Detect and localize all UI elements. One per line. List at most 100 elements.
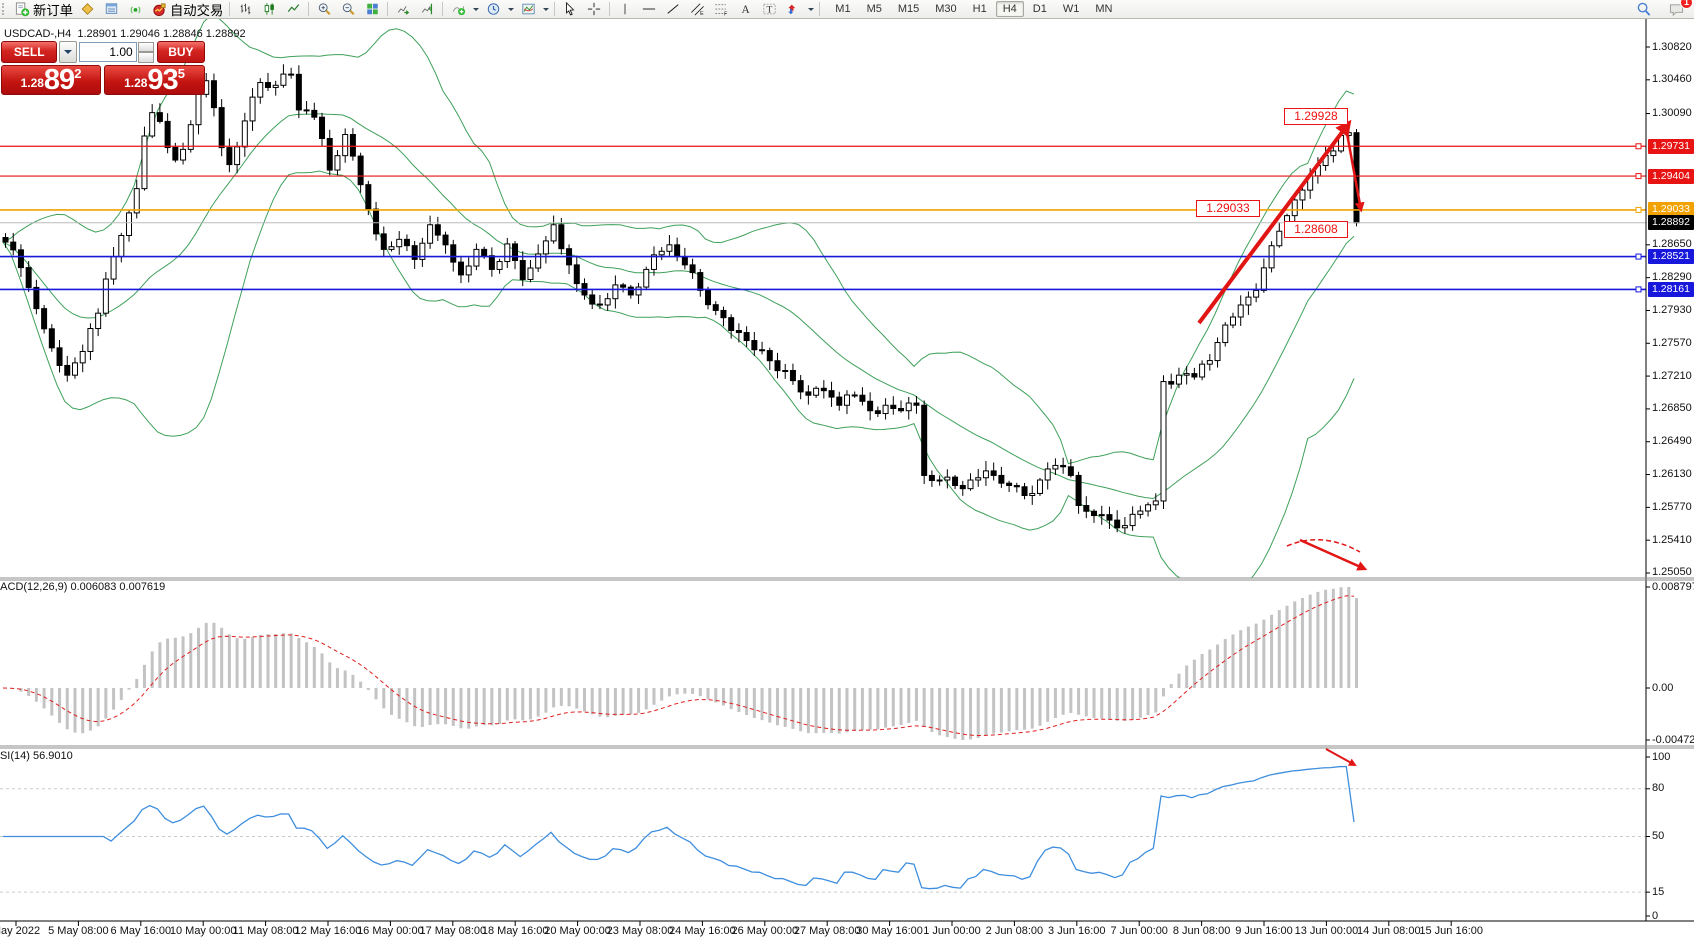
time-axis-label: 16 May 00:00 (357, 925, 424, 937)
timeframe-button-m15[interactable]: M15 (897, 3, 920, 15)
time-axis-label: 18 May 16:00 (481, 925, 549, 937)
signals-icon[interactable] (124, 0, 148, 18)
add-indicator-icon[interactable] (446, 0, 470, 18)
channel-tool-icon[interactable]: E (685, 0, 709, 18)
market-watch-icon[interactable] (100, 0, 124, 18)
arrows-dropdown-icon[interactable] (805, 1, 816, 17)
fibonacci-tool-icon[interactable]: F (709, 0, 733, 18)
candlestick-chart-type-icon[interactable] (257, 0, 281, 18)
volume-down-icon[interactable] (137, 52, 154, 63)
buy-price-prefix: 1.28 (124, 76, 148, 90)
price-line-box: 1.28521 (1648, 249, 1694, 265)
price-annotation-box[interactable]: 1.29033 (1196, 200, 1260, 217)
price-line-box: 1.28161 (1648, 281, 1694, 297)
dashed-arc-annotation[interactable] (1286, 539, 1361, 553)
zoom-in-icon[interactable] (312, 0, 336, 18)
buy-button[interactable]: BUY (156, 41, 205, 63)
price-line-box: 1.29731 (1648, 138, 1694, 154)
price-annotation-box[interactable]: 1.29928 (1284, 108, 1348, 125)
text-tool-icon[interactable]: A (733, 0, 757, 18)
period-clock-icon[interactable] (481, 0, 505, 18)
macd-panel[interactable] (2, 587, 1358, 740)
time-axis-label: 9 Jun 16:00 (1235, 925, 1293, 937)
new-order-button[interactable]: 新订单 (11, 1, 76, 18)
svg-text:F: F (724, 12, 727, 16)
price-tick-label: 1.30090 (1652, 107, 1692, 120)
autotrading-button[interactable]: 自动交易 (148, 1, 226, 18)
autotrading-label: 自动交易 (169, 2, 224, 18)
volume-up-icon[interactable] (137, 42, 154, 52)
search-icon[interactable] (1632, 0, 1656, 18)
line-handle[interactable] (1635, 253, 1642, 260)
sell-button[interactable]: SELL (1, 41, 58, 63)
chart-shift-icon[interactable] (415, 0, 439, 18)
timeframe-toolbar: M1 M5 M15 M30 H1 H4 D1 W1 MN (827, 1, 1120, 17)
timeframe-button-d1[interactable]: D1 (1032, 3, 1047, 15)
arrows-tool-icon[interactable] (781, 0, 805, 18)
time-axis-label: 2 Jun 08:00 (985, 925, 1044, 937)
trend-arrow[interactable] (1197, 119, 1352, 325)
buy-price-display[interactable]: 1.28 93 5 (104, 65, 205, 95)
text-label-tool-icon[interactable]: T (757, 0, 781, 18)
indicator-dropdown-icon[interactable] (470, 1, 481, 17)
bollinger-lower-band (2, 170, 1355, 578)
order-type-dropdown[interactable] (59, 41, 77, 63)
timeframe-button-m1[interactable]: M1 (835, 3, 851, 15)
price-annotation-box[interactable]: 1.28608 (1284, 221, 1348, 238)
timeframe-button-m5[interactable]: M5 (866, 3, 882, 15)
trend-arrow[interactable] (1325, 748, 1357, 766)
price-tick-label: 1.28650 (1652, 238, 1692, 251)
timeframe-button-w1[interactable]: W1 (1062, 3, 1080, 15)
volume-stepper[interactable] (137, 42, 154, 63)
main-price-panel[interactable] (0, 15, 1646, 597)
line-handle[interactable] (1635, 286, 1642, 293)
time-axis-label: 17 May 08:00 (419, 925, 487, 937)
time-axis-label: 3 Jun 16:00 (1048, 925, 1106, 937)
line-handle[interactable] (1635, 173, 1642, 180)
timeframe-button-m30[interactable]: M30 (935, 3, 957, 15)
cursor-icon[interactable] (558, 0, 582, 18)
notification-badge: 1 (1680, 0, 1693, 9)
time-axis-label: 23 May 08:00 (606, 925, 674, 937)
template-dropdown-icon[interactable] (540, 1, 551, 17)
profiles-icon[interactable] (76, 0, 100, 18)
auto-scroll-icon[interactable] (391, 0, 415, 18)
volume-input[interactable] (78, 42, 137, 62)
vertical-line-tool-icon[interactable] (613, 0, 637, 18)
sell-price-display[interactable]: 1.28 89 2 (1, 65, 101, 95)
rsi-axis-label: 100 (1652, 750, 1671, 763)
price-tick-label: 1.25410 (1652, 533, 1692, 546)
time-axis-label: 14 Jun 08:00 (1356, 925, 1421, 937)
svg-text:E: E (700, 11, 704, 16)
crosshair-icon[interactable] (582, 0, 606, 18)
price-tick-label: 1.27210 (1652, 369, 1692, 382)
bollinger-upper-band (2, 19, 1355, 465)
line-handle[interactable] (1635, 206, 1642, 213)
sell-price-sup: 2 (74, 66, 82, 81)
horizontal-line-tool-icon[interactable] (637, 0, 661, 18)
rsi-panel[interactable] (0, 765, 1646, 893)
bollinger-middle-band (2, 113, 1355, 500)
zoom-out-icon[interactable] (336, 0, 360, 18)
bar-chart-type-icon[interactable] (233, 0, 257, 18)
timeframe-button-h4[interactable]: H4 (995, 1, 1024, 17)
trend-arrow[interactable] (1299, 538, 1368, 571)
timeframe-button-mn[interactable]: MN (1095, 3, 1113, 15)
timeframe-button-h1[interactable]: H1 (972, 3, 987, 15)
annotation-arrows[interactable] (1197, 119, 1368, 766)
toolbar-grip[interactable] (2, 3, 9, 15)
line-chart-type-icon[interactable] (281, 0, 305, 18)
price-tick-label: 1.30460 (1652, 73, 1692, 86)
price-tick-label: 1.27930 (1652, 303, 1692, 316)
trendline-tool-icon[interactable] (661, 0, 685, 18)
new-order-icon (15, 1, 30, 16)
tile-windows-icon[interactable] (360, 0, 384, 18)
template-icon[interactable] (516, 0, 540, 18)
rsi-axis-label: 0 (1652, 909, 1659, 922)
line-handle[interactable] (1635, 143, 1642, 150)
price-line-box: 1.29033 (1648, 202, 1694, 218)
macd-indicator-label: MACD(12,26,9) 0.006083 0.007619 (0, 581, 166, 593)
period-dropdown-icon[interactable] (505, 1, 516, 17)
trend-arrow[interactable] (1344, 127, 1365, 213)
